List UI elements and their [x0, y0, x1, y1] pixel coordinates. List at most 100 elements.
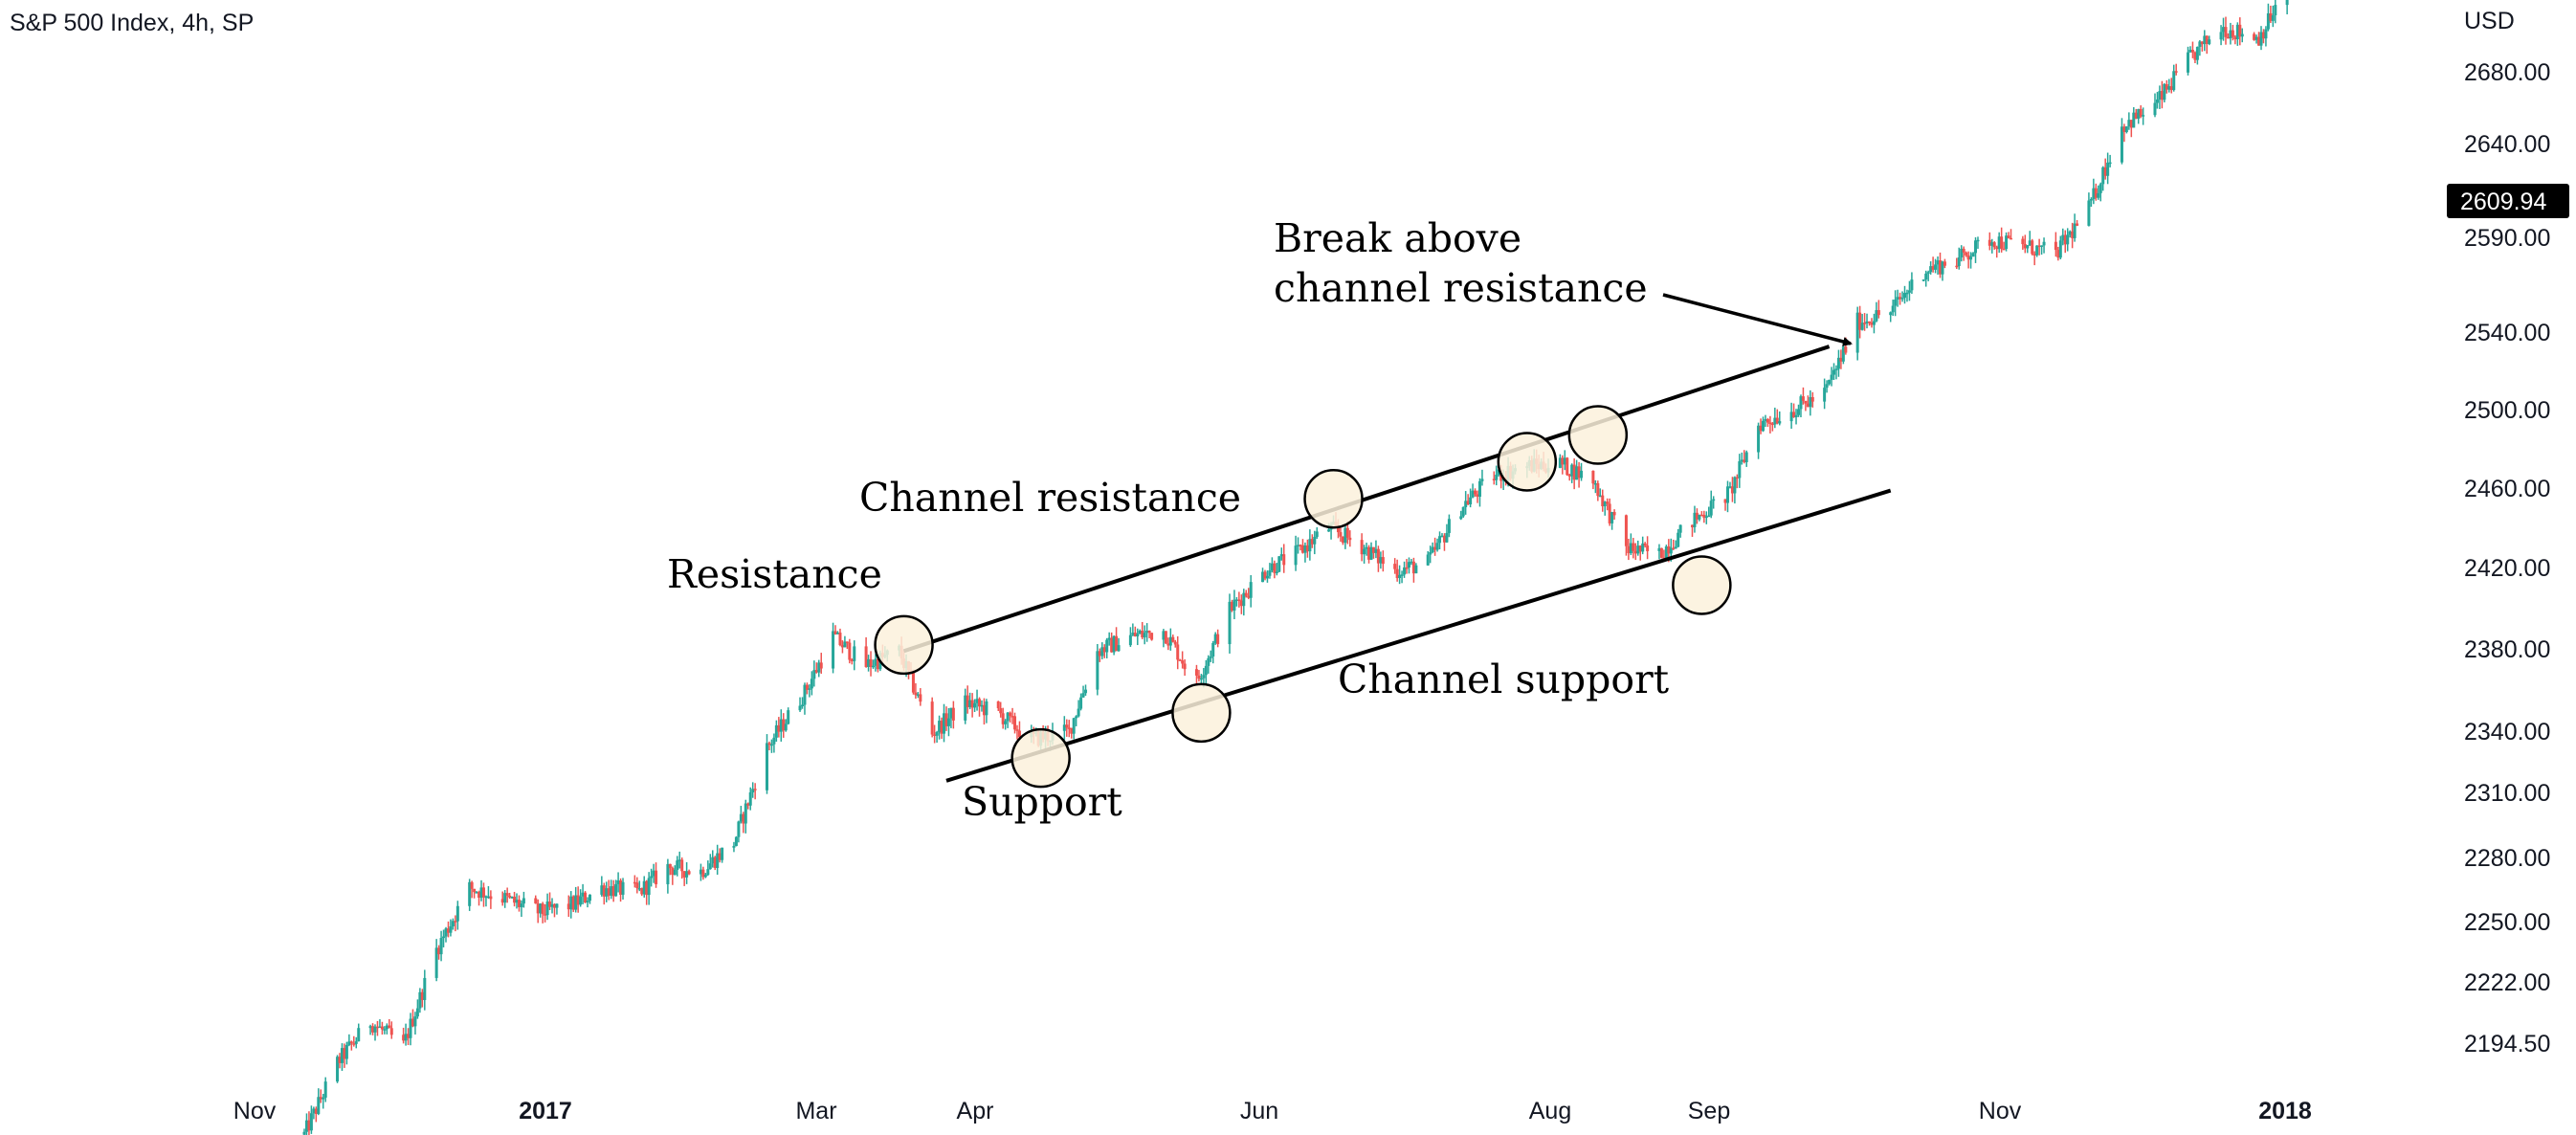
candle-body [1678, 524, 1682, 533]
candle-body [1013, 716, 1017, 730]
candle-body [2174, 71, 2178, 73]
candle-body [1438, 536, 1442, 544]
candle-body [832, 631, 835, 669]
candle-body [701, 869, 705, 878]
candle-body [2195, 46, 2199, 60]
candle-body [1733, 477, 1737, 494]
candle-body [1407, 562, 1410, 568]
candle-body [534, 898, 538, 904]
candle-body [1164, 631, 1167, 644]
candle-body [777, 724, 781, 732]
candle-body [914, 692, 918, 696]
candle-body [347, 1041, 351, 1045]
candle-body [1809, 397, 1812, 408]
candle-body [322, 1097, 325, 1100]
candle-body [1471, 490, 1475, 498]
candle-body [1476, 494, 1479, 498]
candle-body [541, 903, 544, 915]
candle-body [2253, 33, 2256, 40]
candle-body [637, 888, 641, 890]
candle-body [1447, 519, 1451, 533]
candle-body [368, 1026, 372, 1029]
candle-body [1997, 236, 2001, 250]
candle-body [584, 892, 588, 902]
candle-body [1695, 512, 1699, 520]
y-tick-label: 2680.00 [2464, 59, 2550, 86]
candle-body [1480, 478, 1484, 481]
candle-body [1629, 543, 1632, 554]
candle-body [833, 631, 837, 634]
candle-body [1268, 570, 1272, 576]
candle-body [1275, 571, 1278, 574]
candle-body [302, 1131, 306, 1135]
candle-body [1265, 575, 1269, 579]
candle-body [2285, 0, 2289, 6]
candle-body [843, 641, 847, 648]
candle-body [996, 701, 1000, 709]
candle-body [1374, 548, 1378, 553]
candle-body [1273, 563, 1277, 573]
y-axis: USD 2680.00 2640.00 2590.00 2540.00 2500.00 2… [2464, 8, 2550, 1057]
candle-body [1896, 297, 1899, 300]
candle-body [985, 701, 988, 716]
candle-body [389, 1028, 393, 1035]
candle-body [1435, 543, 1439, 550]
candle-body [1567, 475, 1571, 477]
y-tick-label: 2380.00 [2464, 636, 2550, 663]
candle-body [336, 1057, 340, 1082]
candle-body [2103, 167, 2107, 176]
candle-body [982, 704, 986, 716]
candle-body [1398, 574, 1402, 579]
candle-body [1834, 368, 1838, 370]
candle-body [1659, 547, 1663, 558]
candle-body [2167, 86, 2171, 90]
candle-body [1832, 369, 1836, 375]
candle-body [442, 936, 446, 939]
candle-body [411, 1018, 414, 1027]
candle-body [2224, 27, 2228, 37]
candle-body [1249, 582, 1253, 598]
touch-marker-circle [1303, 468, 1364, 529]
candle-body [966, 695, 969, 707]
candle-body [2073, 223, 2076, 238]
candle-body [2061, 234, 2065, 241]
candle-body [1141, 631, 1144, 638]
candle-body [645, 880, 649, 896]
candle-body [640, 888, 644, 895]
candle-body [470, 881, 474, 889]
candle-body [1098, 651, 1101, 657]
candle-body [944, 713, 948, 726]
y-tick-label: 2194.50 [2464, 1031, 2550, 1057]
current-price-value: 2609.94 [2460, 189, 2546, 215]
candle-body [383, 1029, 387, 1031]
candle-body [1081, 693, 1085, 698]
candle-body [671, 868, 675, 876]
candle-body [1801, 396, 1805, 401]
candle-body [1957, 256, 1961, 267]
candle-body [352, 1043, 356, 1045]
y-tick-label: 2420.00 [2464, 555, 2550, 582]
candle-body [614, 883, 618, 897]
candle-body [1495, 475, 1499, 480]
candle-body [1393, 564, 1397, 569]
candle-body [1429, 551, 1432, 555]
candle-body [544, 914, 547, 916]
candle-body [1992, 242, 1996, 248]
candle-body [721, 847, 724, 860]
candle-body [975, 699, 979, 703]
candle-body [508, 895, 512, 898]
candle-body [555, 903, 559, 908]
candle-body [876, 658, 879, 670]
candle-body [373, 1026, 377, 1033]
candle-body [1677, 532, 1680, 547]
candle-body [1216, 634, 1220, 645]
candle-body [1962, 248, 1965, 253]
candle-body [1442, 535, 1446, 543]
x-tick-label: Nov [233, 1098, 277, 1124]
candle-body [1709, 501, 1713, 516]
candle-body [1931, 266, 1935, 270]
candle-body [1924, 273, 1928, 280]
candle-body [349, 1041, 353, 1044]
candle-body [1575, 466, 1579, 480]
